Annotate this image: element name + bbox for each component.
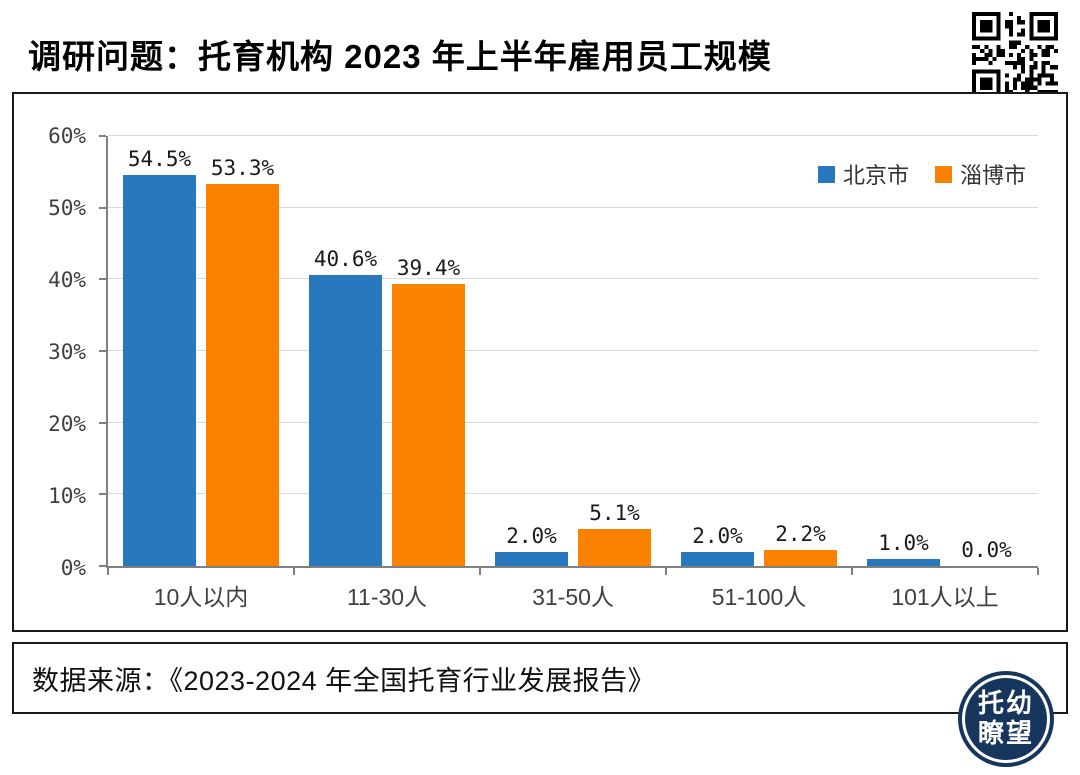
bar-column: 53.3% (206, 136, 279, 566)
bar (392, 283, 465, 566)
legend-item: 北京市 (817, 158, 909, 190)
y-tick-label: 40% (48, 268, 86, 293)
bar (867, 558, 940, 566)
brand-logo-line2: 瞭望 (977, 718, 1034, 748)
bar-column: 0.0% (950, 136, 1023, 566)
x-tick-mark (107, 568, 109, 575)
page-title: 调研问题：托育机构 2023 年上半年雇用员工规模 (28, 38, 772, 75)
bar-column: 39.4% (392, 136, 465, 566)
gridline (108, 206, 1038, 208)
bar-column: 2.0% (681, 136, 754, 566)
qr-code-svg (972, 12, 1058, 98)
bar-column: 40.6% (309, 136, 382, 566)
bar-groups: 54.5% 53.3% 10人以内 40.6% 39.4% 11-30人 2.0% 5.1% 3… (108, 136, 1038, 610)
bar (206, 184, 279, 566)
x-category-label: 10人以内 (153, 584, 249, 610)
x-category-label: 101人以上 (891, 584, 999, 610)
x-tick-mark (1037, 568, 1039, 575)
gridline (108, 421, 1038, 423)
bar-value-label: 5.1% (589, 501, 640, 526)
gridline (108, 493, 1038, 495)
bar-value-label: 2.0% (506, 523, 557, 548)
x-tick-mark (479, 568, 481, 575)
y-tick-mark (99, 206, 106, 209)
y-tick-label: 0% (60, 556, 86, 580)
bar-group: 2.0% 5.1% 31-50人 (480, 136, 666, 610)
y-tick-label: 50% (48, 196, 86, 220)
x-category-label: 31-50人 (532, 584, 614, 610)
bar-group: 1.0% 0.0% 101人以上 (852, 136, 1038, 610)
legend-label: 北京市 (842, 163, 909, 188)
brand-logo: 托幼 瞭望 (962, 675, 1050, 763)
y-tick-label: 60% (48, 124, 86, 148)
x-tick-mark (851, 568, 853, 575)
bar-value-label: 1.0% (878, 530, 929, 555)
bar (309, 275, 382, 566)
gridline (108, 278, 1038, 280)
source-bar: 数据来源：《2023-2024 年全国托育行业发展报告》 (12, 642, 1068, 714)
y-tick-mark (99, 421, 106, 424)
legend-swatch (934, 165, 952, 183)
y-tick-label: 30% (48, 340, 86, 364)
bar-column: 2.0% (495, 136, 568, 566)
bar (764, 550, 837, 566)
legend-item: 淄博市 (934, 158, 1026, 190)
gridline (108, 135, 1038, 136)
legend-label: 淄博市 (959, 163, 1026, 188)
plot-area: 北京市 淄博市 54.5% 53.3% 10人以内 40.6% 39.4% 11-30人 2.… (99, 135, 1039, 610)
brand-logo-line1: 托幼 (977, 688, 1034, 719)
y-tick-mark (99, 135, 106, 137)
bar-value-label: 2.2% (775, 522, 826, 547)
x-category-label: 51-100人 (711, 584, 807, 610)
bar (123, 175, 196, 566)
bar-group: 54.5% 53.3% 10人以内 (108, 136, 294, 610)
y-tick-mark (99, 493, 106, 496)
y-tick-mark (99, 278, 106, 281)
bar (681, 551, 754, 566)
bar-group: 2.0% 2.2% 51-100人 (666, 136, 852, 610)
bar-value-label: 54.5% (127, 147, 192, 172)
gridline (108, 350, 1038, 351)
y-tick-label: 20% (48, 412, 86, 437)
bar-column: 54.5% (123, 136, 196, 566)
bar-column: 1.0% (867, 136, 940, 566)
bar-value-label: 0.0% (961, 538, 1012, 562)
bar-group: 40.6% 39.4% 11-30人 (294, 136, 480, 610)
bar-value-label: 53.3% (210, 156, 275, 181)
x-tick-mark (665, 568, 667, 575)
header: 调研问题：托育机构 2023 年上半年雇用员工规模 (0, 0, 1080, 98)
y-axis-tick-labels: 0% 10% 20% 30% 40% 50% 60% (24, 124, 96, 580)
y-tick-mark (99, 565, 106, 567)
bar-value-label: 40.6% (313, 247, 378, 272)
legend: 北京市 淄博市 (817, 158, 1026, 190)
chart-panel: 0% 10% 20% 30% 40% 50% 60% 北京市 淄博市 54.5% 53.3% 10… (12, 92, 1068, 632)
bar-column: 5.1% (578, 136, 651, 566)
bar (495, 551, 568, 566)
qr-code-icon (972, 12, 1058, 98)
bar (578, 529, 651, 566)
x-category-label: 11-30人 (346, 584, 428, 610)
bar-value-label: 2.0% (692, 523, 743, 548)
y-tick-label: 10% (48, 484, 86, 509)
x-tick-mark (293, 568, 295, 575)
source-text: 数据来源：《2023-2024 年全国托育行业发展报告》 (32, 665, 656, 696)
y-tick-mark (99, 350, 106, 352)
bar-value-label: 39.4% (396, 255, 461, 280)
legend-swatch (817, 165, 835, 183)
bar-column: 2.2% (764, 136, 837, 566)
